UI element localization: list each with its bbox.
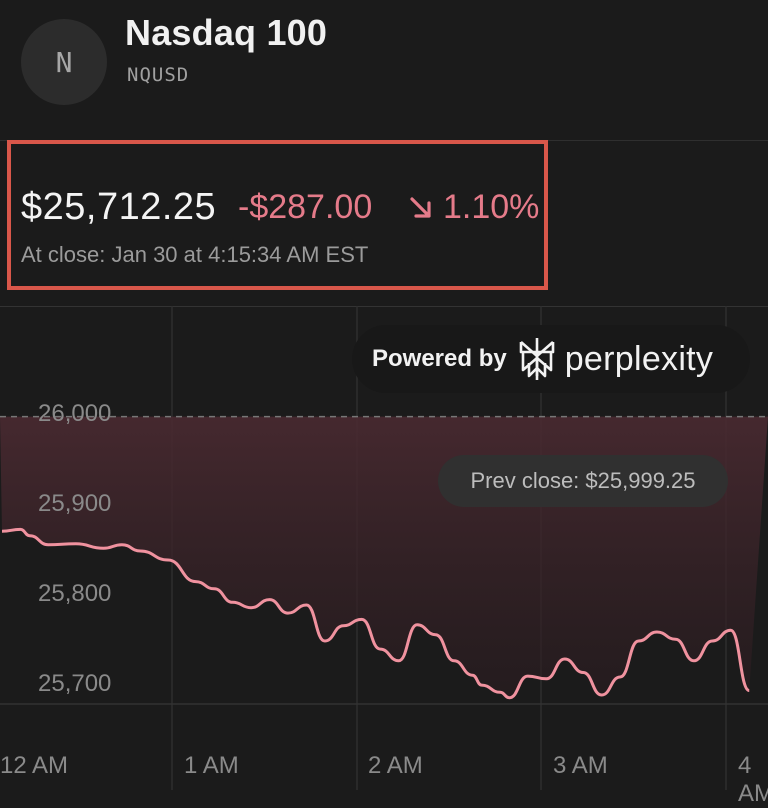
divider — [0, 306, 768, 307]
highlight-box — [7, 140, 548, 290]
powered-by-badge[interactable]: Powered by perplexity — [352, 325, 750, 393]
y-tick-label: 25,900 — [38, 490, 112, 517]
y-tick-label: 26,000 — [38, 400, 112, 427]
x-tick-label: 3 AM — [553, 752, 608, 779]
down-right-arrow-icon — [410, 197, 431, 218]
instrument-name: Nasdaq 100 — [125, 12, 328, 53]
current-price: $25,712.25 — [21, 186, 217, 228]
x-tick-label: 2 AM — [368, 752, 423, 779]
perplexity-logo-icon — [519, 338, 555, 380]
avatar: N — [21, 19, 107, 105]
ticker-symbol: NQUSD — [127, 64, 190, 86]
price-change: -$287.00 — [238, 188, 373, 226]
close-timestamp: At close: Jan 30 at 4:15:34 AM EST — [21, 242, 369, 267]
x-tick-label: 12 AM — [0, 752, 69, 779]
powered-by-label: Powered by — [372, 345, 507, 372]
price-line — [1, 527, 751, 700]
avatar-letter: N — [55, 45, 73, 79]
perplexity-brand: perplexity — [564, 339, 714, 378]
y-tick-label: 25,800 — [38, 580, 112, 607]
x-tick-label: 4 AM — [738, 752, 768, 807]
prev-close-pill: Prev close: $25,999.25 — [438, 455, 728, 507]
x-tick-label: 1 AM — [184, 752, 239, 779]
y-tick-label: 25,700 — [38, 670, 112, 697]
percent-change: 1.10% — [443, 188, 540, 226]
